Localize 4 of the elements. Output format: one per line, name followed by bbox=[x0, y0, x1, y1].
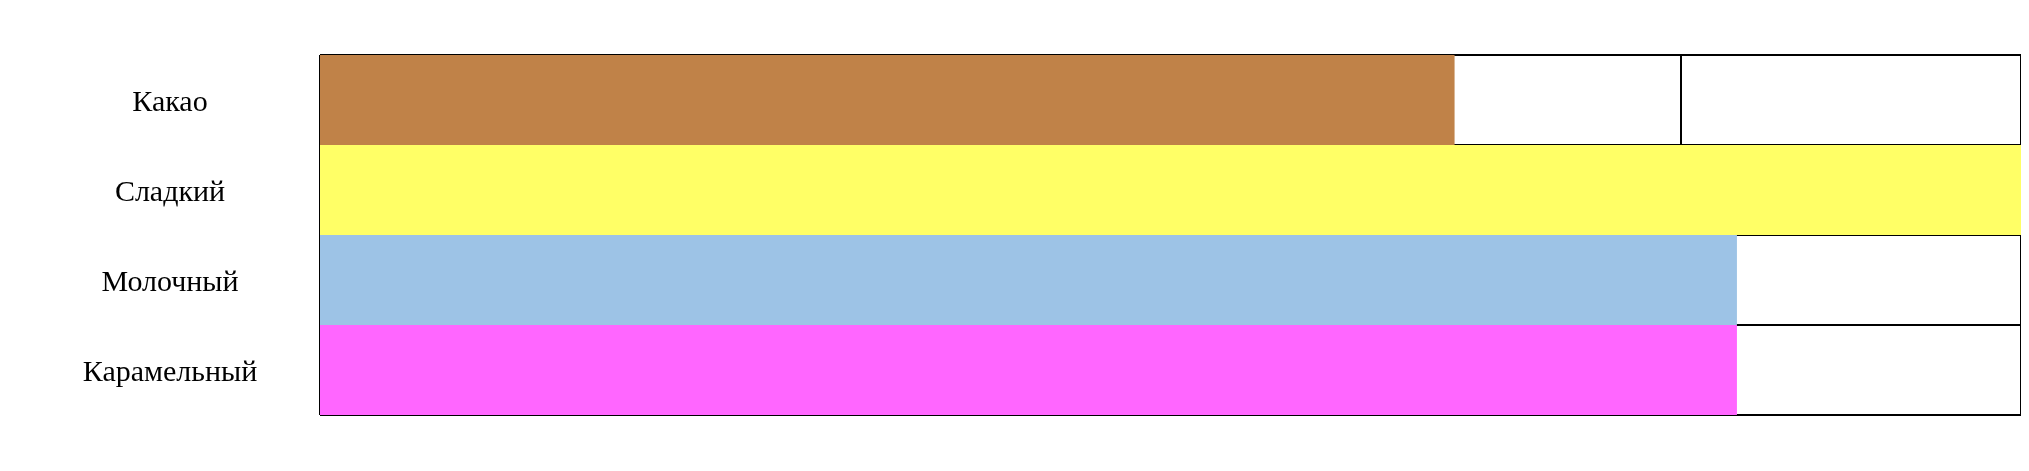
y-tick-label: Сладкий bbox=[114, 173, 226, 207]
y-tick-label: Молочный bbox=[101, 263, 239, 297]
y-tick-label: Карамельный bbox=[82, 353, 258, 387]
y-tick-label: Какао bbox=[132, 83, 208, 117]
